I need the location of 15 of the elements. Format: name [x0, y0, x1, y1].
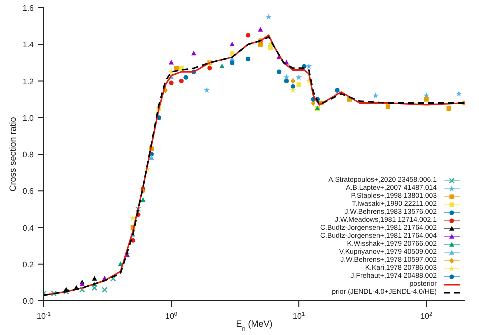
y-tick-label: 0.4: [22, 224, 35, 233]
y-tick-label: 0.6: [22, 187, 35, 196]
y-axis-title: Cross section ratio: [8, 117, 18, 192]
x-tick-label: 10$^{0}$: [166, 312, 178, 321]
y-tick-label: 1.4: [22, 40, 35, 50]
y-tick-label: 0.8: [22, 150, 35, 160]
x-tick-label: 10$^{-1}$: [37, 312, 51, 321]
y-tick-label: 1.6: [22, 4, 35, 13]
y-tick-label: 1.0: [22, 114, 35, 123]
x-tick-label: 10$^{1}$: [293, 312, 306, 321]
y-tick-label: 0.2: [22, 260, 35, 270]
x-axis-title: E$_{n}$ (MeV): [236, 319, 273, 332]
y-tick-label: 0.0: [22, 297, 35, 306]
y-tick-label: 1.2: [22, 77, 35, 86]
x-tick-label: 10$^{2}$: [420, 312, 433, 321]
